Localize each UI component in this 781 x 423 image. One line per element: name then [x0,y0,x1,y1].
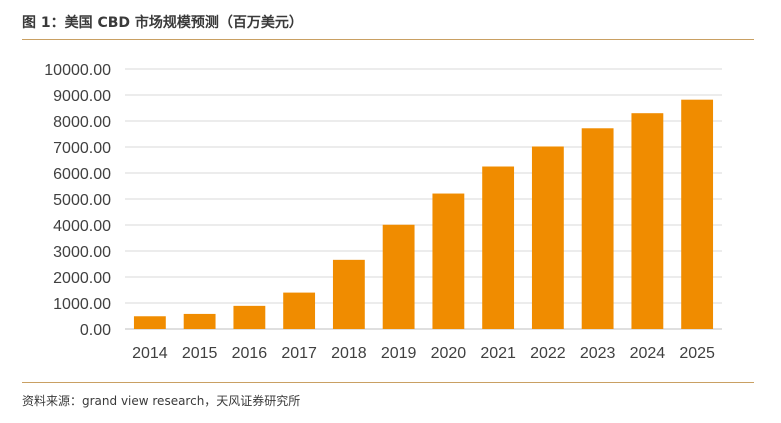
y-tick-label: 9000.00 [53,88,111,105]
y-tick-label: 10000.00 [44,62,111,79]
y-tick-label: 6000.00 [53,166,111,183]
y-tick-label: 7000.00 [53,140,111,157]
y-tick-label: 4000.00 [53,218,111,235]
bar-2022 [531,146,564,329]
bar-2025 [681,99,714,330]
gridlines [125,68,722,330]
x-axis: 2014 2015 2016 2017 2018 2019 2020 2021 2022 2023… [132,345,715,362]
x-tick-label: 2021 [480,345,516,362]
bar-2018 [332,259,365,329]
figure-title: 图 1：美国 CBD 市场规模预测（百万美元） [22,15,303,31]
y-axis: 0.00 1000.00 2000.00 3000.00 4000.00 5000.00 6… [44,62,111,339]
bars [133,99,714,330]
x-tick-label: 2014 [132,345,168,362]
bar-2023 [581,128,614,329]
bar-2024 [631,113,664,329]
y-tick-label: 5000.00 [53,192,111,209]
bar-2014 [133,316,166,329]
source-note: 资料来源：grand view research，天风证券研究所 [22,394,301,408]
y-tick-label: 0.00 [80,322,111,339]
bar-2021 [482,166,515,329]
bar-2019 [382,224,415,329]
bar-2017 [283,292,316,329]
bar-2020 [432,193,465,329]
x-tick-label: 2018 [331,345,367,362]
x-tick-label: 2022 [530,345,566,362]
bottom-divider [22,382,754,383]
top-divider [22,39,754,40]
y-tick-label: 3000.00 [53,244,111,261]
x-tick-label: 2020 [431,345,467,362]
x-tick-label: 2016 [232,345,268,362]
bar-2016 [233,305,266,329]
x-tick-label: 2019 [381,345,417,362]
y-tick-label: 1000.00 [53,296,111,313]
x-tick-label: 2023 [580,345,616,362]
y-tick-label: 8000.00 [53,114,111,131]
bar-2015 [183,313,216,329]
x-tick-label: 2015 [182,345,218,362]
y-tick-label: 2000.00 [53,270,111,287]
x-tick-label: 2024 [630,345,666,362]
x-tick-label: 2025 [679,345,715,362]
x-tick-label: 2017 [281,345,317,362]
